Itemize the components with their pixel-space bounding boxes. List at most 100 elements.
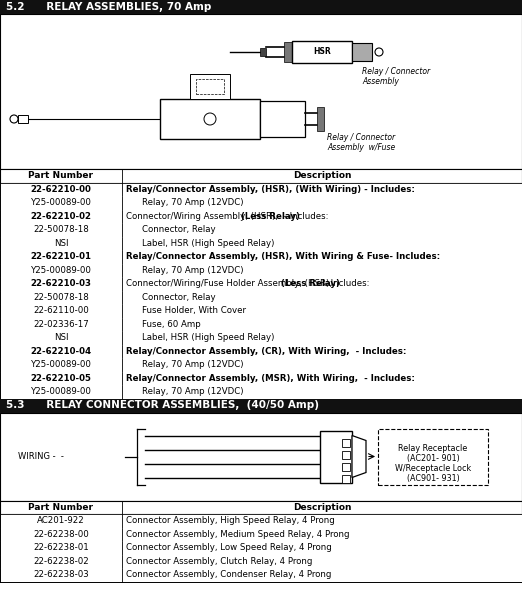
Bar bbox=[0, 413, 522, 500]
Polygon shape bbox=[352, 436, 366, 478]
Circle shape bbox=[10, 115, 18, 123]
Text: Y25-00089-00: Y25-00089-00 bbox=[31, 266, 91, 275]
Bar bbox=[0, 277, 522, 290]
Text: Connector Assembly, Low Speed Relay, 4 Prong: Connector Assembly, Low Speed Relay, 4 P… bbox=[126, 543, 332, 552]
Bar bbox=[0, 290, 522, 304]
Bar bbox=[0, 236, 522, 250]
Bar bbox=[0, 514, 522, 527]
Bar bbox=[320, 431, 352, 482]
Bar bbox=[0, 0, 522, 14]
Bar bbox=[0, 250, 522, 263]
Text: 5.3      RELAY CONNECTOR ASSEMBLIES,  (40/50 Amp): 5.3 RELAY CONNECTOR ASSEMBLIES, (40/50 A… bbox=[6, 401, 319, 410]
Bar bbox=[342, 463, 350, 470]
Bar bbox=[0, 398, 522, 413]
Text: 22-62238-01: 22-62238-01 bbox=[33, 543, 89, 552]
Text: 22-62238-00: 22-62238-00 bbox=[33, 530, 89, 539]
Text: Connector/Wiring/Fuse Holder Assembly, (HSR),: Connector/Wiring/Fuse Holder Assembly, (… bbox=[126, 279, 335, 288]
Text: (Less Relay): (Less Relay) bbox=[281, 279, 340, 288]
Circle shape bbox=[375, 48, 383, 56]
Bar bbox=[0, 196, 522, 209]
Text: W/Receptacle Lock: W/Receptacle Lock bbox=[395, 464, 471, 473]
Bar bbox=[196, 79, 224, 94]
Text: (AC201- 901): (AC201- 901) bbox=[407, 454, 459, 463]
Text: 22-62238-03: 22-62238-03 bbox=[33, 570, 89, 579]
Text: NSI: NSI bbox=[54, 333, 68, 342]
Text: Label, HSR (High Speed Relay): Label, HSR (High Speed Relay) bbox=[142, 333, 275, 342]
Text: 5.2      RELAY ASSEMBLIES, 70 Amp: 5.2 RELAY ASSEMBLIES, 70 Amp bbox=[6, 2, 211, 12]
Text: Relay, 70 Amp (12VDC): Relay, 70 Amp (12VDC) bbox=[142, 360, 243, 369]
Bar bbox=[0, 371, 522, 385]
Bar bbox=[0, 169, 522, 182]
Bar bbox=[0, 209, 522, 223]
Bar bbox=[190, 74, 230, 99]
Bar bbox=[0, 304, 522, 317]
Text: 22-50078-18: 22-50078-18 bbox=[33, 225, 89, 234]
Text: Relay / Connector: Relay / Connector bbox=[327, 133, 395, 142]
Text: Relay/Connector Assembly, (HSR), (With Wiring) - Includes:: Relay/Connector Assembly, (HSR), (With W… bbox=[126, 185, 415, 194]
Text: Y25-00089-00: Y25-00089-00 bbox=[31, 387, 91, 396]
Bar bbox=[0, 527, 522, 541]
Text: Connector Assembly, Clutch Relay, 4 Prong: Connector Assembly, Clutch Relay, 4 Pron… bbox=[126, 557, 312, 566]
Bar bbox=[378, 428, 488, 485]
Text: WIRING -  -: WIRING - - bbox=[18, 452, 64, 461]
Bar bbox=[0, 358, 522, 371]
Text: Part Number: Part Number bbox=[29, 503, 93, 512]
Bar bbox=[342, 439, 350, 446]
Circle shape bbox=[204, 113, 216, 125]
Bar bbox=[0, 568, 522, 581]
Bar bbox=[18, 115, 28, 123]
Text: Relay/Connector Assembly, (CR), With Wiring,  - Includes:: Relay/Connector Assembly, (CR), With Wir… bbox=[126, 347, 406, 356]
Bar bbox=[292, 41, 352, 63]
Text: Relay / Connector: Relay / Connector bbox=[362, 67, 430, 76]
Text: Description: Description bbox=[293, 503, 351, 512]
Bar bbox=[0, 223, 522, 236]
Text: Assembly: Assembly bbox=[362, 76, 399, 85]
Text: Fuse, 60 Amp: Fuse, 60 Amp bbox=[142, 320, 201, 329]
Text: - Includes:: - Includes: bbox=[281, 212, 329, 221]
Text: Connector Assembly, High Speed Relay, 4 Prong: Connector Assembly, High Speed Relay, 4 … bbox=[126, 516, 335, 525]
Text: HSR: HSR bbox=[313, 47, 331, 56]
Text: 22-50078-18: 22-50078-18 bbox=[33, 293, 89, 302]
Text: Y25-00089-00: Y25-00089-00 bbox=[31, 198, 91, 207]
Bar bbox=[260, 48, 266, 56]
Bar bbox=[0, 331, 522, 344]
Text: 22-62238-02: 22-62238-02 bbox=[33, 557, 89, 566]
Text: Y25-00089-00: Y25-00089-00 bbox=[31, 360, 91, 369]
Text: 22-62210-05: 22-62210-05 bbox=[31, 374, 91, 383]
Text: Relay, 70 Amp (12VDC): Relay, 70 Amp (12VDC) bbox=[142, 198, 243, 207]
Text: 22-02336-17: 22-02336-17 bbox=[33, 320, 89, 329]
Bar bbox=[352, 43, 372, 61]
Text: Part Number: Part Number bbox=[29, 171, 93, 180]
Text: Connector, Relay: Connector, Relay bbox=[142, 225, 216, 234]
Bar bbox=[0, 554, 522, 568]
Text: Description: Description bbox=[293, 171, 351, 180]
Bar bbox=[0, 182, 522, 196]
Text: Fuse Holder, With Cover: Fuse Holder, With Cover bbox=[142, 306, 246, 315]
Text: 22-62110-00: 22-62110-00 bbox=[33, 306, 89, 315]
Text: Relay, 70 Amp (12VDC): Relay, 70 Amp (12VDC) bbox=[142, 266, 243, 275]
Text: Relay Receptacle: Relay Receptacle bbox=[398, 444, 468, 453]
Bar bbox=[0, 317, 522, 331]
Text: - Includes:: - Includes: bbox=[322, 279, 370, 288]
Text: Connector Assembly, Medium Speed Relay, 4 Prong: Connector Assembly, Medium Speed Relay, … bbox=[126, 530, 350, 539]
Bar bbox=[0, 14, 522, 169]
Bar bbox=[0, 385, 522, 398]
Bar bbox=[284, 42, 292, 62]
Bar bbox=[260, 101, 305, 137]
Text: 22-62210-01: 22-62210-01 bbox=[30, 252, 91, 261]
Text: 22-62210-04: 22-62210-04 bbox=[30, 347, 91, 356]
Text: 22-62210-02: 22-62210-02 bbox=[30, 212, 91, 221]
Text: Assembly  w/Fuse: Assembly w/Fuse bbox=[327, 142, 395, 151]
Bar bbox=[317, 107, 324, 131]
Text: (Less Relay): (Less Relay) bbox=[241, 212, 300, 221]
Text: Connector Assembly, Condenser Relay, 4 Prong: Connector Assembly, Condenser Relay, 4 P… bbox=[126, 570, 331, 579]
Text: Label, HSR (High Speed Relay): Label, HSR (High Speed Relay) bbox=[142, 239, 275, 248]
Text: Relay/Connector Assembly, (HSR), With Wiring & Fuse- Includes:: Relay/Connector Assembly, (HSR), With Wi… bbox=[126, 252, 440, 261]
Bar bbox=[0, 541, 522, 554]
Text: 22-62210-03: 22-62210-03 bbox=[30, 279, 91, 288]
Text: Relay, 70 Amp (12VDC): Relay, 70 Amp (12VDC) bbox=[142, 387, 243, 396]
Bar bbox=[342, 475, 350, 482]
Text: AC201-922: AC201-922 bbox=[37, 516, 85, 525]
Text: Connector, Relay: Connector, Relay bbox=[142, 293, 216, 302]
Bar bbox=[0, 500, 522, 514]
